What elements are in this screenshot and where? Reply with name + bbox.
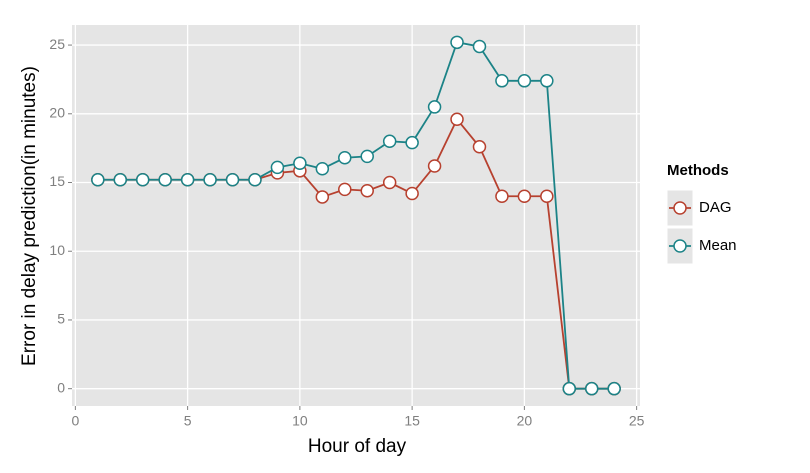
data-point bbox=[450, 35, 464, 50]
data-point bbox=[382, 134, 397, 149]
data-point bbox=[450, 112, 464, 127]
data-point bbox=[382, 175, 397, 190]
legend-marker bbox=[673, 239, 687, 253]
y-tick-label: 0 bbox=[57, 379, 65, 395]
data-point bbox=[607, 381, 621, 396]
x-tick-label: 10 bbox=[292, 413, 308, 429]
x-tick-label: 15 bbox=[404, 413, 420, 429]
data-point bbox=[472, 140, 487, 154]
y-tick-label: 5 bbox=[57, 311, 65, 327]
x-tick-label: 25 bbox=[629, 413, 645, 429]
data-point bbox=[584, 381, 599, 396]
legend-title: Methods bbox=[667, 162, 729, 179]
plot-background bbox=[72, 25, 640, 406]
data-point bbox=[517, 74, 532, 88]
data-point bbox=[248, 173, 262, 187]
x-tick-label: 0 bbox=[71, 413, 79, 429]
data-point bbox=[270, 160, 285, 175]
data-point bbox=[338, 151, 352, 165]
legend-label: DAG bbox=[699, 199, 732, 216]
data-point bbox=[91, 173, 105, 187]
data-point bbox=[293, 156, 307, 171]
legend-label: Mean bbox=[699, 237, 737, 254]
x-tick-label: 5 bbox=[184, 413, 192, 429]
legend-marker bbox=[673, 201, 687, 215]
x-axis-label: Hour of day bbox=[308, 436, 407, 457]
y-tick-label: 20 bbox=[49, 104, 65, 120]
data-point bbox=[540, 74, 554, 88]
x-tick-label: 20 bbox=[517, 413, 533, 429]
data-point bbox=[180, 173, 195, 187]
data-point bbox=[203, 173, 217, 187]
data-point bbox=[405, 135, 419, 150]
y-tick-label: 15 bbox=[49, 173, 65, 189]
data-point bbox=[360, 149, 374, 164]
data-point bbox=[158, 173, 172, 187]
data-point bbox=[225, 173, 240, 187]
data-point bbox=[113, 173, 128, 187]
data-point bbox=[360, 184, 374, 198]
data-point bbox=[562, 381, 577, 396]
data-point bbox=[495, 74, 509, 88]
data-point bbox=[315, 190, 330, 204]
y-tick-label: 10 bbox=[49, 242, 65, 258]
y-tick-label: 25 bbox=[49, 36, 65, 52]
data-point bbox=[427, 159, 442, 173]
data-point bbox=[338, 182, 352, 197]
data-point bbox=[135, 173, 150, 187]
data-point bbox=[427, 100, 442, 114]
data-point bbox=[495, 189, 509, 204]
data-point bbox=[472, 39, 487, 54]
y-axis-label: Error in delay prediction(in minutes) bbox=[19, 66, 40, 366]
data-point bbox=[315, 162, 330, 176]
data-point bbox=[405, 186, 419, 201]
data-point bbox=[517, 189, 532, 204]
data-point bbox=[540, 189, 554, 204]
